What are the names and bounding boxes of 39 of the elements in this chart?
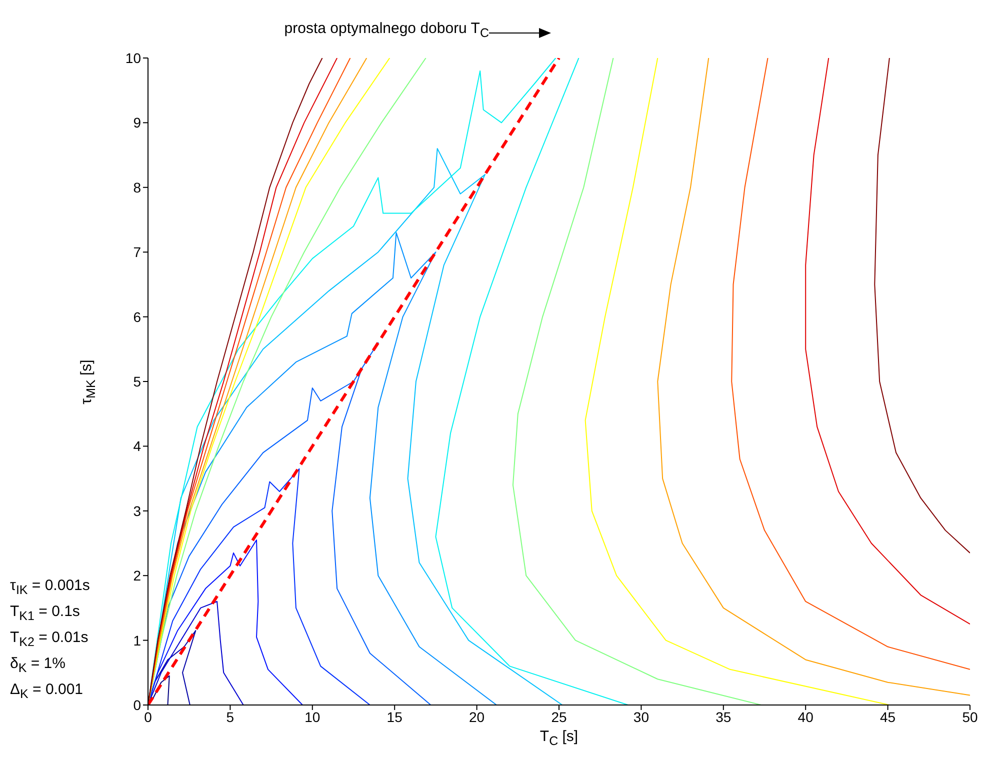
text: T$_{K1}$ = 0.1s [10, 602, 81, 625]
line-series [805, 58, 970, 625]
x-tick-label: 15 [386, 708, 403, 725]
y-tick-label: 1 [133, 632, 142, 648]
x-tick-label: 25 [551, 708, 567, 725]
x-tick-label: 50 [962, 708, 978, 725]
line-series [657, 58, 970, 696]
line-series [148, 600, 244, 705]
line-series [148, 468, 370, 705]
x-tick-label: 10 [304, 708, 320, 725]
text: T$_{K2}$ = 0.01s [10, 628, 90, 651]
x-tick-label: 40 [798, 708, 814, 725]
y-tick-label: 0 [133, 696, 142, 713]
x-tick-label: 35 [716, 708, 732, 725]
y-tick-label: 10 [125, 50, 142, 66]
y-tick-label: 7 [133, 244, 142, 260]
y-tick-label: 3 [133, 502, 142, 519]
x-tick-label: 5 [226, 708, 234, 725]
x-tick-label: 30 [633, 708, 650, 725]
y-tick-label: 5 [133, 373, 142, 390]
line-series [435, 58, 629, 705]
line-series [584, 58, 890, 705]
text: Δ$_{K}$ = 0.001 [10, 680, 84, 703]
line-series [148, 540, 304, 705]
y-tick-label: 6 [133, 308, 142, 325]
text: prosta optymalnego doboru T$_{C}$ [284, 20, 489, 40]
text: δ$_{K}$ = 1% [10, 654, 66, 677]
line-series [731, 58, 970, 670]
x-tick-label: 20 [469, 708, 485, 725]
line-series [512, 58, 762, 705]
x-tick-label: 0 [144, 708, 152, 725]
x-tick-label: 45 [880, 708, 896, 725]
text: τ$_{IK}$ = 0.001s [10, 576, 90, 599]
x-axis-title: T$_{C}$ [s] [538, 728, 580, 748]
y-tick-label: 4 [133, 438, 142, 454]
y-tick-label: 2 [133, 568, 142, 584]
line-series [874, 58, 970, 554]
y-tick-label: 9 [133, 114, 142, 131]
y-tick-label: 8 [133, 179, 142, 196]
